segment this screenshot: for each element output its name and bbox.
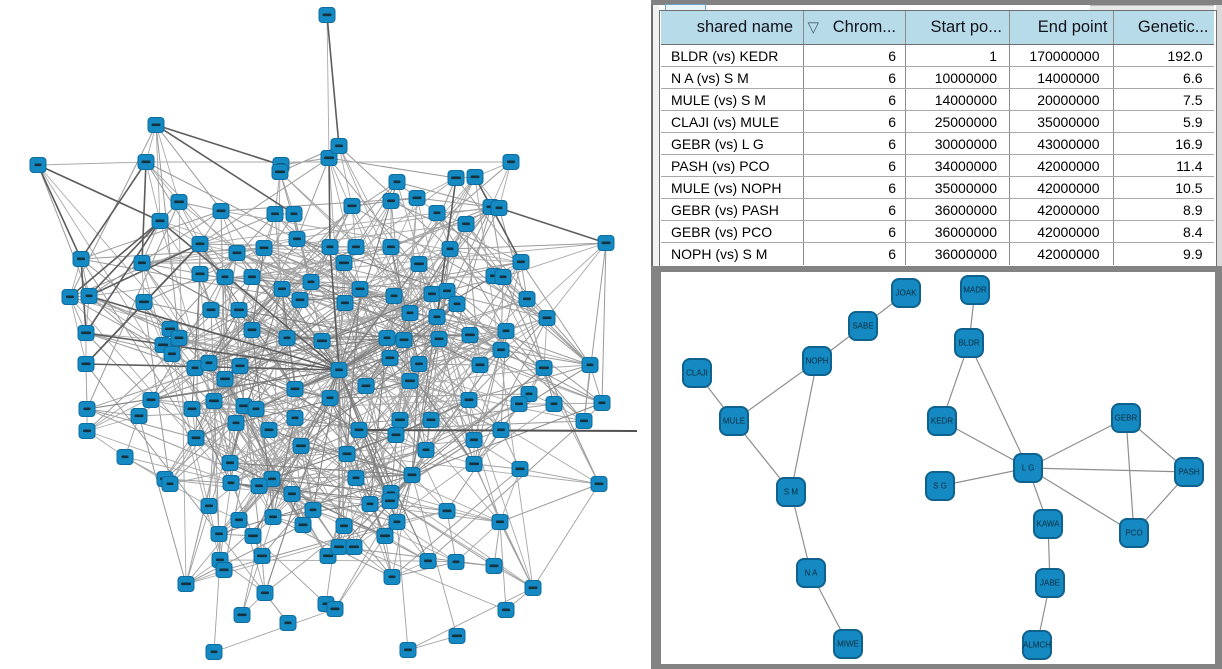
- svg-text:CLAJI: CLAJI: [686, 369, 708, 378]
- svg-text:GEBR: GEBR: [1115, 414, 1138, 423]
- svg-text:ALMCH: ALMCH: [1023, 641, 1051, 650]
- svg-text:JOAK: JOAK: [896, 289, 918, 298]
- svg-text:NOPH: NOPH: [805, 357, 828, 366]
- svg-text:KEDR: KEDR: [931, 417, 953, 426]
- svg-text:BLDR: BLDR: [958, 339, 980, 348]
- svg-text:L G: L G: [1022, 464, 1035, 473]
- svg-text:JABE: JABE: [1040, 579, 1060, 588]
- svg-text:N A: N A: [805, 569, 819, 578]
- svg-text:S M: S M: [784, 488, 799, 497]
- svg-text:S G: S G: [933, 482, 947, 491]
- svg-text:MULE: MULE: [723, 417, 745, 426]
- svg-text:PASH: PASH: [1178, 468, 1199, 477]
- svg-text:MADR: MADR: [963, 286, 987, 295]
- svg-text:PCO: PCO: [1125, 529, 1142, 538]
- svg-text:MIWE: MIWE: [837, 640, 859, 649]
- svg-text:SABE: SABE: [852, 322, 873, 331]
- svg-text:KAWA: KAWA: [1037, 520, 1061, 529]
